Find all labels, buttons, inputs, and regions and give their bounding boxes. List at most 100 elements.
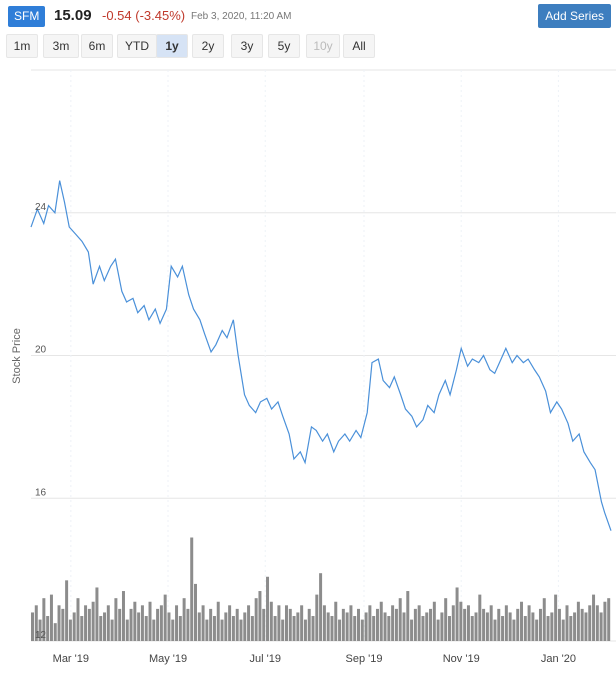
range-button-1m[interactable]: 1m — [6, 34, 38, 58]
volume-bar — [239, 619, 243, 641]
volume-bar — [288, 608, 292, 641]
volume-bar — [504, 605, 508, 641]
volume-bar — [137, 612, 141, 641]
volume-bar — [542, 598, 546, 641]
y-tick-label: 12 — [35, 630, 47, 641]
volume-bar — [262, 608, 266, 641]
volume-bar — [603, 601, 607, 641]
volume-bar — [156, 608, 160, 641]
x-tick-label: Jul '19 — [250, 653, 281, 665]
volume-bar — [114, 598, 118, 641]
volume-bar — [220, 619, 224, 641]
volume-bar — [95, 587, 99, 641]
volume-bar — [372, 616, 376, 641]
range-button-3m[interactable]: 3m — [43, 34, 79, 58]
volume-bar — [182, 598, 186, 641]
volume-bar — [459, 601, 463, 641]
volume-bar — [209, 608, 213, 641]
volume-bar — [326, 612, 330, 641]
volume-bar — [118, 608, 122, 641]
range-button-all[interactable]: All — [343, 34, 375, 58]
volume-bar — [341, 608, 345, 641]
volume-bar — [186, 608, 190, 641]
volume-bar — [266, 576, 270, 641]
volume-bar — [106, 605, 110, 641]
volume-bar — [485, 612, 489, 641]
volume-bar — [163, 594, 167, 641]
volume-bar — [243, 612, 247, 641]
volume-bar — [61, 608, 65, 641]
volume-bar — [345, 612, 349, 641]
quote-timestamp: Feb 3, 2020, 11:20 AM — [191, 11, 292, 22]
volume-bar — [466, 605, 470, 641]
volume-bar — [258, 591, 262, 641]
volume-bar — [417, 605, 421, 641]
volume-bar — [68, 619, 72, 641]
volume-bar — [228, 605, 232, 641]
volume-bar — [167, 612, 171, 641]
volume-bar — [338, 619, 342, 641]
volume-bar — [65, 580, 69, 641]
volume-bar — [599, 612, 603, 641]
volume-bar — [451, 605, 455, 641]
y-tick-label: 16 — [35, 487, 47, 498]
volume-bar — [595, 605, 599, 641]
volume-bar — [580, 608, 584, 641]
volume-bar — [53, 623, 57, 641]
x-tick-label: Nov '19 — [443, 653, 480, 665]
volume-bar — [250, 616, 254, 641]
volume-bar — [190, 537, 194, 641]
volume-bar — [334, 601, 338, 641]
volume-bar — [444, 598, 448, 641]
price-change-value: -0.54 — [102, 8, 132, 23]
range-button-1y[interactable]: 1y — [156, 34, 188, 58]
volume-bar — [432, 601, 436, 641]
volume-bar — [175, 605, 179, 641]
volume-bar — [319, 573, 323, 641]
volume-bar — [322, 605, 326, 641]
volume-bar — [269, 601, 273, 641]
volume-bar — [103, 612, 107, 641]
volume-bar — [38, 619, 42, 641]
volume-bar — [311, 616, 315, 641]
y-tick-label: 24 — [35, 202, 47, 213]
volume-bar — [357, 608, 360, 641]
range-button-3y[interactable]: 3y — [231, 34, 263, 58]
volume-bar — [121, 591, 125, 641]
volume-bar — [402, 612, 406, 641]
volume-bar — [535, 619, 539, 641]
volume-bar — [315, 594, 319, 641]
volume-bar — [171, 619, 175, 641]
current-price: 15.09 — [54, 7, 92, 24]
volume-bar — [383, 612, 387, 641]
volume-bar — [508, 612, 512, 641]
volume-bar — [84, 605, 88, 641]
y-tick-label: 20 — [35, 345, 47, 356]
volume-bar — [140, 605, 144, 641]
volume-bar — [307, 608, 311, 641]
range-button-6m[interactable]: 6m — [81, 34, 113, 58]
volume-bar — [379, 601, 383, 641]
volume-bar — [368, 605, 372, 641]
volume-bar — [436, 619, 440, 641]
range-button-5y[interactable]: 5y — [268, 34, 300, 58]
ticker-badge[interactable]: SFM — [8, 6, 46, 27]
volume-bar — [31, 612, 34, 641]
volume-bar — [42, 598, 46, 641]
volume-bar — [463, 608, 467, 641]
volume-bar — [413, 608, 417, 641]
volume-bar — [349, 605, 353, 641]
volume-bar — [516, 608, 520, 641]
volume-bar — [364, 612, 368, 641]
volume-bar — [273, 616, 277, 641]
range-button-2y[interactable]: 2y — [192, 34, 224, 58]
volume-bar — [576, 601, 580, 641]
volume-bar — [205, 619, 209, 641]
volume-bar — [478, 594, 482, 641]
volume-bar — [569, 616, 573, 641]
price-change: -0.54 (-3.45%) — [102, 7, 185, 25]
add-series-button[interactable]: Add Series — [538, 4, 611, 28]
range-button-ytd[interactable]: YTD — [117, 34, 157, 58]
volume-bar — [235, 608, 239, 641]
